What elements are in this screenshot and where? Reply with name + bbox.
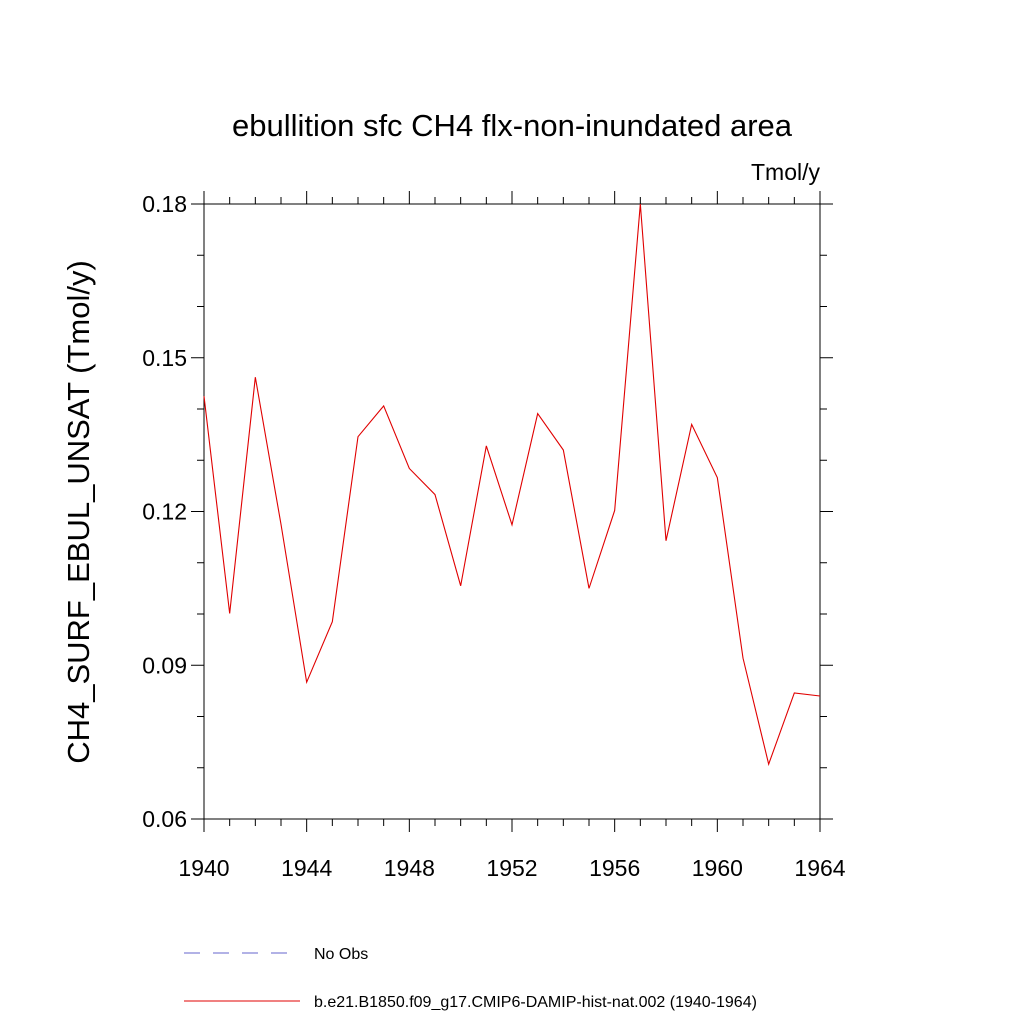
x-tick-label: 1940: [178, 855, 229, 881]
legend-label: b.e21.B1850.f09_g17.CMIP6-DAMIP-hist-nat…: [314, 994, 757, 1011]
y-tick-label: 0.15: [142, 345, 187, 371]
x-tick-label: 1944: [281, 855, 332, 881]
x-tick-label: 1964: [794, 855, 845, 881]
y-axis-label: CH4_SURF_EBUL_UNSAT (Tmol/y): [61, 260, 96, 764]
y-tick-label: 0.06: [142, 806, 187, 832]
series-line: [203, 203, 821, 767]
units-label: Tmol/y: [751, 159, 821, 185]
x-tick-label: 1948: [384, 855, 435, 881]
plot-area: 0.06 0.09 0.12 0.15 0.18 1940 1944 1948 1952 1956…: [142, 191, 846, 881]
x-tick-label: 1956: [589, 855, 640, 881]
chart-title: ebullition sfc CH4 flx-non-inundated are…: [232, 108, 793, 143]
y-tick-label: 0.12: [142, 499, 187, 525]
x-tick-label: 1960: [692, 855, 743, 881]
y-tick-label: 0.18: [142, 191, 187, 217]
y-tick-label: 0.09: [142, 652, 187, 678]
legend: No Obs b.e21.B1850.f09_g17.CMIP6-DAMIP-hi…: [184, 946, 757, 1011]
legend-label: No Obs: [314, 946, 368, 963]
x-tick-label: 1952: [486, 855, 537, 881]
plot-frame: [203, 203, 821, 820]
